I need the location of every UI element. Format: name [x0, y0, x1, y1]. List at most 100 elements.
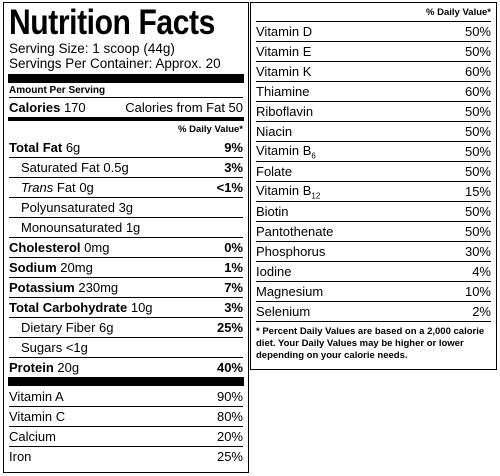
daily-value: 60%: [464, 84, 491, 99]
daily-value: 50%: [464, 144, 491, 159]
daily-value: 7%: [224, 280, 243, 295]
daily-value: 0%: [224, 240, 243, 255]
vitamin-row: Vitamin D 50%: [256, 21, 491, 41]
vitamin-name: Selenium: [256, 304, 311, 319]
nutrient-row: Dietary Fiber 6g 25%: [9, 317, 243, 337]
vitamin-name: Vitamin B: [256, 182, 312, 198]
vitamin-row: Pantothenate 50%: [256, 221, 491, 241]
nutrient-amount: 6g: [65, 139, 81, 155]
divider: [8, 377, 244, 386]
vitamin-row: Iodine 4%: [256, 261, 491, 281]
vitamin-name: Vitamin C: [9, 409, 66, 424]
vitamin: Niacin: [256, 124, 292, 139]
servings-per-container: Servings Per Container: Approx. 20: [9, 56, 221, 71]
nutrient-amount: 1g: [125, 220, 141, 235]
vitamin: Vitamin A: [9, 389, 64, 404]
calories-row: Calories 170 Calories from Fat 50: [9, 97, 243, 117]
vitamin: Thiamine: [256, 84, 309, 99]
nutrient-amount: 0.5g: [103, 160, 129, 175]
nutrient-name: Protein: [9, 360, 54, 375]
left-panel: Nutrition Facts Serving Size: 1 scoop (4…: [3, 2, 249, 473]
nutrient-row: Sodium 20mg 1%: [9, 257, 243, 277]
nutrient-amount: 10g: [130, 300, 153, 315]
vitamin: Vitamin C: [9, 409, 65, 424]
calories-label: Calories: [9, 100, 61, 115]
daily-value: 50%: [464, 204, 491, 219]
vitamin-row: Riboflavin 50%: [256, 101, 491, 121]
daily-value-header: % Daily Value*: [426, 7, 491, 18]
title: Nutrition Facts: [9, 3, 215, 42]
vitamin: Vitamin K: [256, 64, 311, 79]
daily-value: 80%: [216, 409, 243, 424]
calories-from-fat: Calories from Fat 50: [125, 100, 243, 115]
vitamin-name: Pantothenate: [256, 224, 334, 239]
nutrient-name: Sodium: [9, 260, 57, 275]
daily-value: 50%: [464, 24, 491, 39]
daily-value: 15%: [464, 184, 491, 199]
nutrient-name: Total Carbohydrate: [9, 300, 128, 315]
nutrient-amount: 230mg: [78, 280, 119, 295]
daily-value: 50%: [464, 104, 491, 119]
nutrient: Total Carbohydrate 10g: [9, 300, 153, 315]
vitamin-name: Magnesium: [256, 284, 324, 299]
vitamin-name: Iodine: [256, 264, 292, 279]
daily-value: 20%: [216, 429, 243, 444]
vitamin-row: Magnesium 10%: [256, 281, 491, 301]
calories-value: 170: [63, 100, 86, 115]
nutrient-amount: <1g: [65, 340, 88, 355]
nutrient-name: Fat: [56, 180, 76, 195]
daily-value: 50%: [464, 124, 491, 139]
vitamin-row: Niacin 50%: [256, 121, 491, 141]
vitamin-name: Vitamin E: [256, 44, 312, 59]
vitamin-row: Calcium 20%: [9, 426, 243, 446]
nutrient-amount: 20g: [57, 360, 80, 375]
vitamin-name: Phosphorus: [256, 244, 326, 259]
nutrient-name: Cholesterol: [9, 240, 81, 255]
nutrient: Protein 20g: [9, 360, 79, 375]
vitamin-name: Folate: [256, 164, 293, 179]
vitamin-row: Selenium 2%: [256, 301, 491, 321]
nutrient-row: Trans Fat 0g <1%: [9, 177, 243, 197]
nutrient-row: Potassium 230mg 7%: [9, 277, 243, 297]
right-panel: % Daily Value* Vitamin D 50% Vitamin E 50% V…: [250, 2, 497, 370]
nutrient-row: Polyunsaturated 3g: [9, 197, 243, 217]
daily-value: 4%: [472, 264, 491, 279]
nutrient: Potassium 230mg: [9, 280, 118, 295]
footnote: * Percent Daily Values are based on a 2,…: [256, 321, 491, 362]
nutrient-name: Potassium: [9, 280, 75, 295]
nutrient-amount: 0g: [79, 180, 94, 195]
nutrient: Total Fat 6g: [9, 140, 80, 155]
nutrient-name: Monounsaturated: [21, 220, 123, 235]
vitamin: Vitamin B12: [256, 183, 320, 201]
vitamin-name: Vitamin A: [9, 388, 64, 404]
vitamin: Folate: [256, 164, 292, 179]
nutrient-name: Dietary Fiber: [21, 320, 96, 335]
nutrient-amount: 6g: [99, 320, 114, 335]
nutrient-name: Sugars: [21, 340, 63, 355]
vitamin-row: Vitamin B6 50%: [256, 141, 491, 161]
daily-value: 9%: [224, 139, 243, 155]
daily-value: 50%: [464, 164, 491, 179]
serving-size: Serving Size: 1 scoop (44g): [9, 41, 175, 56]
nutrient-row: Saturated Fat 0.5g 3%: [9, 157, 243, 177]
vitamin-row: Iron 25%: [9, 446, 243, 466]
nutrient: Dietary Fiber 6g: [9, 320, 114, 335]
vitamin-list: Vitamin D 50% Vitamin E 50% Vitamin K 60% Thia…: [256, 21, 491, 321]
daily-value: 3%: [224, 300, 243, 315]
vitamin: Phosphorus: [256, 244, 325, 259]
nutrient-amount: 3g: [118, 200, 134, 215]
daily-value: 1%: [224, 260, 243, 275]
nutrient: Cholesterol 0mg: [9, 240, 109, 255]
vitamin-row: Phosphorus 30%: [256, 241, 491, 261]
amount-per-serving: Amount Per Serving: [9, 85, 106, 96]
daily-value: 90%: [216, 388, 243, 404]
daily-value: 25%: [216, 320, 243, 335]
vitamin: Magnesium: [256, 284, 323, 299]
vitamin-name: Iron: [9, 449, 32, 464]
nutrient: Monounsaturated 1g: [9, 220, 140, 235]
vitamin-name: Biotin: [256, 204, 289, 219]
nutrient: Sodium 20mg: [9, 260, 93, 275]
vitamin-row: Vitamin K 60%: [256, 61, 491, 81]
nutrient-row: Sugars <1g: [9, 337, 243, 357]
